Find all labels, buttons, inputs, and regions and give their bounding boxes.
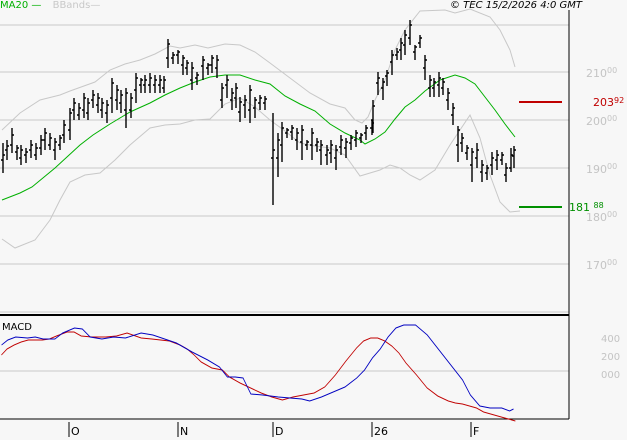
- price-tick-210: 21000: [586, 66, 618, 80]
- resistance-label: 20392: [593, 96, 625, 109]
- macd-title: MACD: [2, 322, 32, 333]
- chart-legend: MA20 — BBands—: [0, 0, 100, 11]
- price-bars: [1, 20, 516, 205]
- price-tick-180: 18000: [586, 210, 618, 224]
- macd-tick-200: 200: [601, 352, 621, 363]
- legend-bbands: BBands—: [52, 0, 101, 11]
- macd-signal-line: [1, 331, 516, 422]
- x-tick-feb: F: [473, 425, 480, 438]
- x-tick-2026: 26: [374, 425, 388, 438]
- legend-ma20: MA20 —: [0, 0, 42, 11]
- ma20-line: [1, 74, 516, 201]
- price-tick-190: 19000: [586, 162, 618, 176]
- price-tick-200: 20000: [586, 114, 618, 128]
- bband-lower: [1, 97, 521, 249]
- bband-upper: [1, 8, 516, 131]
- price-tick-170: 17000: [586, 258, 618, 272]
- copyright-text: © TEC 15/2/2026 4:0 GMT: [450, 0, 582, 11]
- macd-tick-000: 000: [601, 370, 621, 381]
- x-tick-nov: N: [180, 425, 189, 438]
- x-tick-oct: O: [71, 425, 80, 438]
- macd-line: [1, 324, 514, 412]
- macd-tick-400: 400: [601, 334, 621, 345]
- support-label: 181 88: [569, 201, 604, 214]
- x-tick-dec: D: [275, 425, 284, 438]
